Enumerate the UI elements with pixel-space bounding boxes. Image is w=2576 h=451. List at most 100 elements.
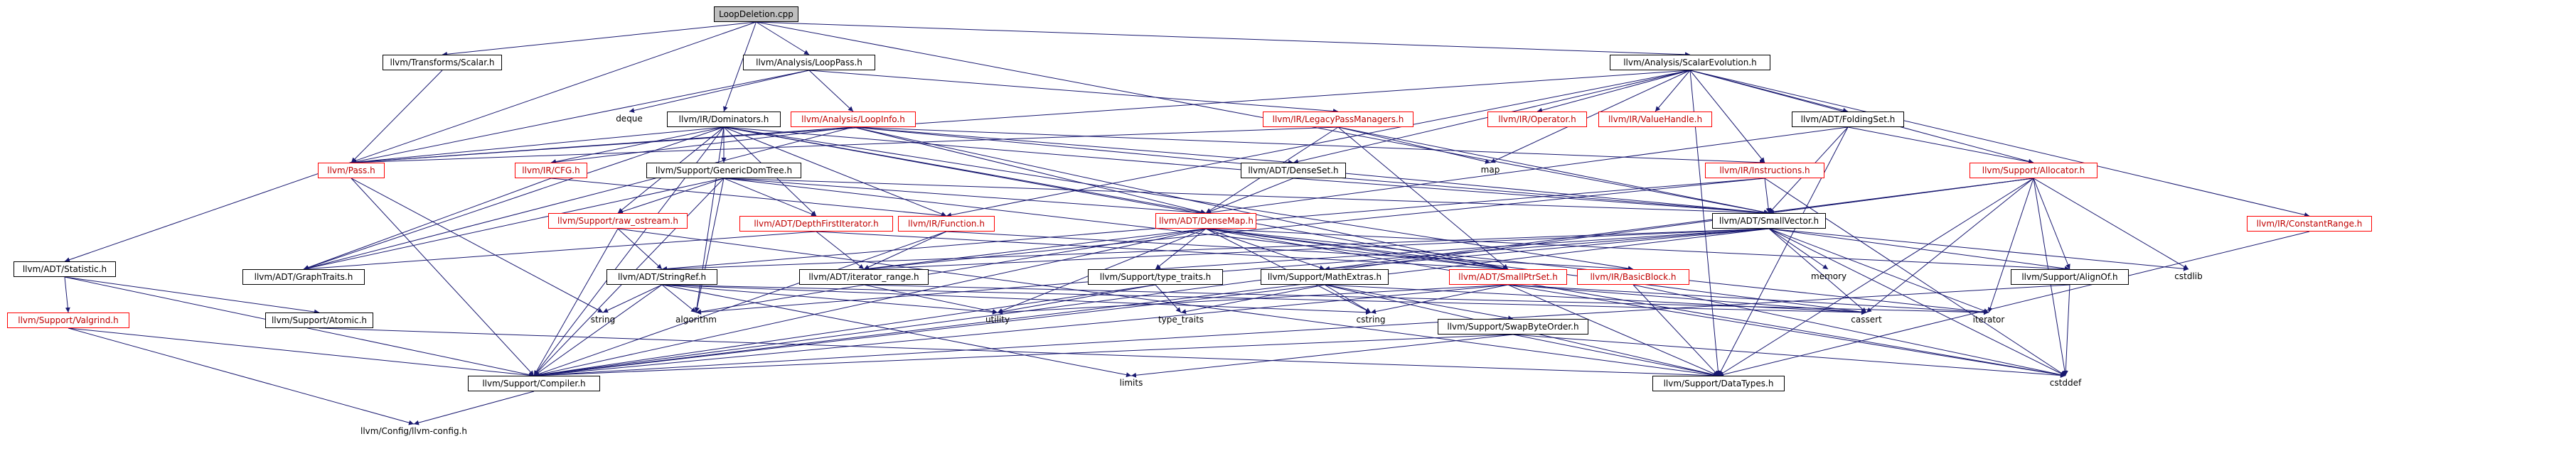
node-legacy-pm[interactable]: llvm/IR/LegacyPassManagers.h <box>1263 112 1413 127</box>
edge-string-ref-to-string <box>602 284 663 313</box>
edge-small-ptr-set-to-utility <box>997 284 1509 315</box>
node-small-ptr-set[interactable]: llvm/ADT/SmallPtrSet.h <box>1449 269 1567 285</box>
edge-raw-ostream-to-compiler <box>533 228 619 376</box>
edge-small-vector-to-compiler <box>533 228 1770 378</box>
node-small-vector[interactable]: llvm/ADT/SmallVector.h <box>1712 213 1826 229</box>
edge-dense-map-to-iterator-range <box>863 228 1207 271</box>
edge-allocator-to-cstdlib <box>2033 178 2189 270</box>
node-iterator-range[interactable]: llvm/ADT/iterator_range.h <box>799 269 929 285</box>
edge-dominators-to-graph-traits <box>303 126 725 271</box>
edge-constant-range-to-data-types <box>1718 231 2310 377</box>
edge-type-traits-h-to-utility <box>997 284 1156 315</box>
node-dense-set[interactable]: llvm/ADT/DenseSet.h <box>1241 163 1346 178</box>
edge-dense-set-to-dense-map <box>1205 178 1294 214</box>
node-deque: deque <box>616 114 643 124</box>
edge-root-to-small-vector <box>756 21 1770 215</box>
node-loop-info[interactable]: llvm/Analysis/LoopInfo.h <box>791 112 916 127</box>
node-type-traits-h[interactable]: llvm/Support/type_traits.h <box>1088 269 1223 285</box>
edge-folding-set-to-data-types <box>1718 126 1849 376</box>
edge-string-ref-to-compiler <box>533 284 663 376</box>
edge-cfg-to-graph-traits <box>303 178 552 270</box>
edge-statistic-to-valgrind <box>64 276 70 313</box>
edge-folding-set-to-allocator <box>1847 126 2034 165</box>
edge-generic-dom-tree-to-algorithm <box>694 178 725 313</box>
node-limits: limits <box>1119 378 1143 388</box>
edge-type-traits-h-to-type-traits <box>1155 284 1182 313</box>
node-raw-ostream[interactable]: llvm/Support/raw_ostream.h <box>548 213 688 229</box>
edge-root-to-statistic <box>64 21 757 263</box>
node-memory: memory <box>1811 271 1847 281</box>
edge-dominators-to-basic-block <box>723 126 1634 271</box>
edge-string-ref-to-cassert <box>661 284 1867 315</box>
node-allocator[interactable]: llvm/Support/Allocator.h <box>1970 163 2097 178</box>
edge-root-to-loop-pass <box>756 21 810 55</box>
edge-small-vector-to-iterator-range <box>863 228 1770 272</box>
edge-dominators-to-function <box>723 126 947 217</box>
node-valgrind[interactable]: llvm/Support/Valgrind.h <box>7 313 129 328</box>
edge-instructions-to-small-vector <box>1764 178 1771 214</box>
edge-small-ptr-set-to-iterator <box>1507 284 1989 315</box>
node-basic-block[interactable]: llvm/IR/BasicBlock.h <box>1577 269 1689 285</box>
node-align-of[interactable]: llvm/Support/AlignOf.h <box>2011 269 2129 285</box>
edge-small-ptr-set-to-cstddef <box>1507 284 2066 378</box>
edge-pass-to-string <box>351 178 604 313</box>
node-cstddef: cstddef <box>2049 378 2082 388</box>
node-string-ref[interactable]: llvm/ADT/StringRef.h <box>606 269 717 285</box>
node-atomic[interactable]: llvm/Support/Atomic.h <box>265 313 373 328</box>
node-instructions[interactable]: llvm/IR/Instructions.h <box>1705 163 1824 178</box>
node-compiler[interactable]: llvm/Support/Compiler.h <box>468 376 600 391</box>
node-generic-dom-tree[interactable]: llvm/Support/GenericDomTree.h <box>646 163 801 178</box>
edge-loop-info-to-graph-traits <box>303 126 854 271</box>
edge-valgrind-to-compiler <box>68 327 535 378</box>
node-constant-range[interactable]: llvm/IR/ConstantRange.h <box>2247 216 2372 232</box>
node-graph-traits[interactable]: llvm/ADT/GraphTraits.h <box>242 269 365 285</box>
edge-raw-ostream-to-string-ref <box>617 228 663 270</box>
node-math-extras[interactable]: llvm/Support/MathExtras.h <box>1261 269 1389 285</box>
node-utility: utility <box>985 315 1010 325</box>
node-loop-pass[interactable]: llvm/Analysis/LoopPass.h <box>743 55 875 70</box>
edge-generic-dom-tree-to-graph-traits <box>303 178 725 271</box>
edge-loop-info-to-instructions <box>853 126 1765 165</box>
edge-allocator-to-data-types <box>1718 178 2034 376</box>
edge-instructions-to-cstddef <box>1764 178 2066 376</box>
edge-small-vector-to-memory <box>1768 228 1829 270</box>
edge-loop-pass-to-pass <box>351 70 810 165</box>
node-dominators[interactable]: llvm/IR/Dominators.h <box>667 112 781 127</box>
edge-pass-to-compiler <box>351 178 535 376</box>
node-value-handle[interactable]: llvm/IR/ValueHandle.h <box>1598 112 1712 127</box>
node-function[interactable]: llvm/IR/Function.h <box>898 216 995 232</box>
edge-depth-first-to-graph-traits <box>303 231 817 271</box>
edge-swap-byte-order-to-data-types <box>1512 334 1719 378</box>
edge-scalar-evolution-to-function <box>946 70 1691 218</box>
edge-function-to-iterator-range <box>863 231 947 270</box>
edge-small-ptr-set-to-compiler <box>533 284 1509 378</box>
edge-generic-dom-tree-to-dense-map <box>723 178 1207 215</box>
node-dense-map[interactable]: llvm/ADT/DenseMap.h <box>1155 213 1256 229</box>
node-data-types[interactable]: llvm/Support/DataTypes.h <box>1652 376 1785 391</box>
node-pass[interactable]: llvm/Pass.h <box>318 163 385 178</box>
node-scalar-evolution[interactable]: llvm/Analysis/ScalarEvolution.h <box>1610 55 1770 70</box>
edge-small-vector-to-cassert <box>1768 228 1867 313</box>
edge-small-vector-to-cstdlib <box>1768 228 2189 271</box>
node-algorithm: algorithm <box>675 315 717 325</box>
edge-string-ref-to-algorithm <box>661 284 697 313</box>
node-transforms-scalar[interactable]: llvm/Transforms/Scalar.h <box>383 55 502 70</box>
edge-scalar-evolution-to-value-handle <box>1655 70 1691 112</box>
edge-small-vector-to-math-extras <box>1324 228 1770 271</box>
edge-scalar-evolution-to-constant-range <box>1689 70 2310 217</box>
edge-small-ptr-set-to-cassert <box>1507 284 1867 315</box>
node-cfg[interactable]: llvm/IR/CFG.h <box>515 163 587 178</box>
node-operator[interactable]: llvm/IR/Operator.h <box>1487 112 1587 127</box>
edge-scalar-evolution-to-instructions <box>1689 70 1765 163</box>
edge-string-ref-to-cstring <box>661 284 1372 315</box>
edge-dense-map-to-type-traits-h <box>1155 228 1207 270</box>
edge-dense-map-to-math-extras <box>1205 228 1325 271</box>
node-swap-byte-order[interactable]: llvm/Support/SwapByteOrder.h <box>1438 319 1588 335</box>
edge-allocator-to-math-extras <box>1324 178 2034 271</box>
edge-small-vector-to-type-traits-h <box>1155 228 1770 272</box>
node-folding-set[interactable]: llvm/ADT/FoldingSet.h <box>1792 112 1904 127</box>
node-statistic[interactable]: llvm/ADT/Statistic.h <box>14 261 116 277</box>
node-depth-first[interactable]: llvm/ADT/DepthFirstIterator.h <box>739 216 893 232</box>
node-cstring: cstring <box>1356 315 1386 325</box>
